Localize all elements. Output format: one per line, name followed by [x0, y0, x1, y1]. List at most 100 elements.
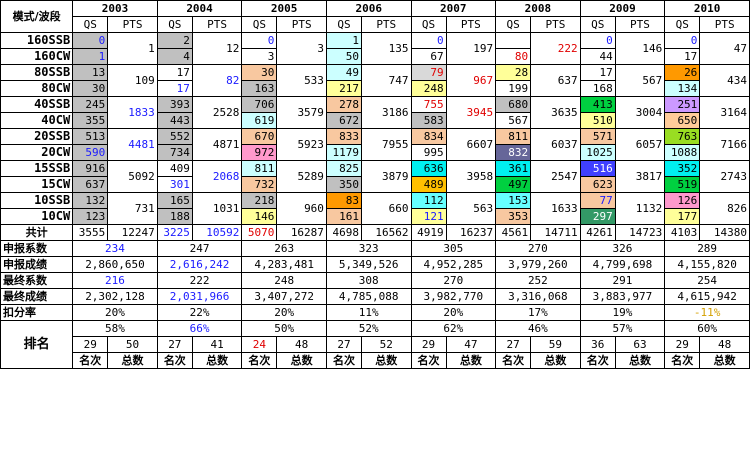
deduction-rate-value: 20% — [241, 304, 327, 321]
qs-cell: 972 — [241, 144, 278, 161]
qs-cell: 17 — [579, 64, 616, 81]
rank-percent: 57% — [579, 320, 666, 337]
rank-place: 29 — [410, 336, 447, 353]
band-160ssb: 160SSB — [0, 32, 74, 49]
place-caption: 名次 — [410, 352, 447, 369]
pts-cell: 1633 — [530, 192, 581, 225]
qs-cell: 916 — [72, 160, 109, 177]
qs-cell: 832 — [495, 144, 532, 161]
qs-cell: 811 — [495, 128, 532, 145]
qs-header: QS — [579, 16, 616, 33]
rank-place: 27 — [156, 336, 193, 353]
rank-percent: 52% — [325, 320, 412, 337]
qs-cell: 80 — [495, 48, 532, 65]
qs-cell: 734 — [156, 144, 193, 161]
qs-cell: 352 — [664, 160, 701, 177]
qs-cell: 123 — [72, 208, 109, 225]
pts-cell: 146 — [614, 32, 666, 65]
declared-score-value: 4,283,481 — [241, 256, 327, 273]
total-caption: 总数 — [107, 352, 158, 369]
place-caption: 名次 — [241, 352, 278, 369]
band-15ssb: 15SSB — [0, 160, 74, 177]
qs-cell: 489 — [410, 176, 447, 193]
pts-cell: 3817 — [614, 160, 666, 193]
total-pts: 14723 — [614, 224, 666, 241]
qs-cell: 0 — [579, 32, 616, 49]
deduction-rate-value: 17% — [495, 304, 581, 321]
qs-cell: 218 — [241, 192, 278, 209]
band-80ssb: 80SSB — [0, 64, 74, 81]
qs-cell: 77 — [579, 192, 616, 209]
pts-cell: 1031 — [191, 192, 243, 225]
rank-percent: 46% — [495, 320, 581, 337]
pts-header: PTS — [276, 16, 327, 33]
total-caption: 总数 — [614, 352, 666, 369]
rank-place: 27 — [325, 336, 363, 353]
pts-cell: 197 — [445, 32, 497, 65]
qs-cell: 3 — [241, 48, 278, 65]
final-score-value: 2,031,966 — [156, 288, 243, 305]
year-2008: 2008 — [495, 0, 581, 17]
pts-cell: 3958 — [445, 160, 497, 193]
band-20ssb: 20SSB — [0, 128, 74, 145]
qs-header: QS — [325, 16, 363, 33]
pts-cell: 747 — [361, 64, 412, 97]
ranking-label: 排名 — [0, 320, 74, 369]
qs-cell: 755 — [410, 96, 447, 113]
qs-cell: 361 — [495, 160, 532, 177]
qs-cell: 112 — [410, 192, 447, 209]
qs-cell: 245 — [72, 96, 109, 113]
final-factor-value: 308 — [325, 272, 412, 289]
deduction-rate-value: 11% — [325, 304, 412, 321]
pts-header: PTS — [191, 16, 243, 33]
rank-percent: 50% — [241, 320, 327, 337]
band-10cw: 10CW — [0, 208, 74, 225]
pts-header: PTS — [614, 16, 666, 33]
final-factor-value: 270 — [410, 272, 497, 289]
qs-cell: 146 — [241, 208, 278, 225]
qs-cell: 443 — [156, 112, 193, 129]
declared-factor-value: 247 — [156, 240, 243, 257]
results-table: 模式/波段 2003 2004 2005 2006 2007 2008 2009… — [0, 0, 750, 369]
rank-total: 59 — [530, 336, 581, 353]
pts-cell: 1833 — [107, 96, 158, 129]
band-40cw: 40CW — [0, 112, 74, 129]
total-caption: 总数 — [191, 352, 243, 369]
band-80cw: 80CW — [0, 80, 74, 97]
year-2006: 2006 — [325, 0, 412, 17]
final-factor-label: 最终系数 — [0, 272, 74, 289]
qs-cell — [495, 32, 532, 49]
final-score-value: 3,982,770 — [410, 288, 497, 305]
qs-cell: 516 — [579, 160, 616, 177]
qs-cell: 637 — [72, 176, 109, 193]
qs-cell: 17 — [664, 48, 701, 65]
rank-place: 29 — [72, 336, 109, 353]
qs-cell: 126 — [664, 192, 701, 209]
pts-cell: 6037 — [530, 128, 581, 161]
qs-cell: 1 — [72, 48, 109, 65]
total-pts: 12247 — [107, 224, 158, 241]
year-2009: 2009 — [579, 0, 666, 17]
qs-cell: 153 — [495, 192, 532, 209]
total-pts: 10592 — [191, 224, 243, 241]
qs-cell: 350 — [325, 176, 363, 193]
qs-cell: 17 — [156, 80, 193, 97]
band-160cw: 160CW — [0, 48, 74, 65]
final-factor-value: 248 — [241, 272, 327, 289]
pts-cell: 533 — [276, 64, 327, 97]
place-caption: 名次 — [72, 352, 109, 369]
final-factor-value: 252 — [495, 272, 581, 289]
qs-cell: 353 — [495, 208, 532, 225]
pts-cell: 434 — [699, 64, 750, 97]
place-caption: 名次 — [156, 352, 193, 369]
pts-cell: 5092 — [107, 160, 158, 193]
pts-cell: 5289 — [276, 160, 327, 193]
band-15cw: 15CW — [0, 176, 74, 193]
year-2007: 2007 — [410, 0, 497, 17]
pts-cell: 2068 — [191, 160, 243, 193]
qs-cell: 165 — [156, 192, 193, 209]
place-caption: 名次 — [664, 352, 701, 369]
total-caption: 总数 — [445, 352, 497, 369]
qs-cell: 623 — [579, 176, 616, 193]
pts-cell: 1132 — [614, 192, 666, 225]
